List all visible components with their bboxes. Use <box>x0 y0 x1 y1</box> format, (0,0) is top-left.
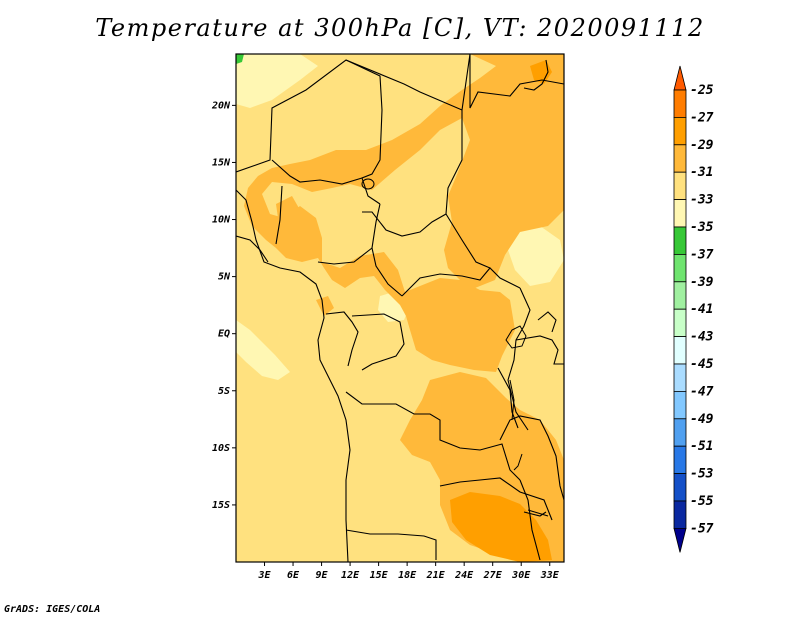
colorbar-swatch <box>673 226 687 255</box>
colorbar-swatch <box>673 117 687 146</box>
x-tick-label: 6E <box>287 570 300 581</box>
colorbar-swatch <box>673 308 687 338</box>
y-tick-label: 10N <box>212 215 231 226</box>
x-tick-label: 33E <box>540 570 560 581</box>
map-title: Temperature at 300hPa [C], VT: 202009111… <box>95 14 705 42</box>
y-tick-label: 5S <box>218 386 230 397</box>
y-tick-label: 15N <box>212 157 231 168</box>
colorbar-label: -33 <box>690 193 714 208</box>
x-tick-label: 30E <box>511 570 531 581</box>
colorbar-swatch <box>673 199 687 228</box>
colorbar-swatch <box>673 253 687 283</box>
colorbar-top-triangle <box>673 65 687 91</box>
x-tick-label: 3E <box>257 570 271 581</box>
colorbar-swatch <box>673 363 687 392</box>
colorbar-swatch <box>673 336 687 365</box>
colorbar-label: -49 <box>690 412 714 427</box>
x-tick-label: 21E <box>426 570 446 581</box>
x-tick-label: 24E <box>454 570 474 581</box>
colorbar-swatch <box>673 473 687 502</box>
y-tick-label: 20N <box>211 100 231 111</box>
colorbar-label: -37 <box>690 247 714 262</box>
colorbar-swatch <box>673 500 687 529</box>
x-tick-label: 12E <box>341 570 360 581</box>
colorbar-label: -47 <box>690 384 714 399</box>
colorbar-label: -57 <box>690 521 714 536</box>
x-tick-label: 9E <box>316 570 329 581</box>
y-tick-label: 15S <box>212 500 230 511</box>
colorbar-label: -39 <box>690 275 714 290</box>
lakes <box>361 178 549 517</box>
colorbar-label: -51 <box>690 439 713 454</box>
colorbar-label: -27 <box>690 110 714 125</box>
colorbar-label: -35 <box>690 220 714 235</box>
colorbar-label: -25 <box>690 83 714 98</box>
map-panel <box>236 54 564 562</box>
colorbar-label: -45 <box>690 357 714 372</box>
colorbar-label: -53 <box>690 467 714 482</box>
x-axis-ticks: 3E 6E 9E 12E 15E 18E 21E 24E 27E 30E 33E <box>257 562 560 581</box>
colorbar-label: -29 <box>690 138 714 153</box>
y-tick-label: 10S <box>212 443 230 454</box>
y-tick-label: EQ <box>218 329 230 340</box>
colorbar-swatch <box>673 144 687 173</box>
footer-credit: GrADS: IGES/COLA <box>4 604 101 615</box>
contour-band-37-35 <box>236 54 244 64</box>
colorbar-swatch <box>673 281 687 310</box>
colorbar-label: -41 <box>690 302 713 317</box>
colorbar-label: -55 <box>690 494 714 509</box>
colorbar: -25 -27 -29 -31 -33 -35 -37 -39 -41 -43 -45 -47 -49 -… <box>673 65 714 553</box>
x-tick-label: 15E <box>370 570 389 581</box>
y-axis-ticks: 20N 15N 10N 5N EQ 5S 10S 15S <box>211 100 236 511</box>
colorbar-swatch <box>673 89 687 118</box>
political-boundaries <box>236 54 564 562</box>
colorbar-swatch <box>673 171 687 200</box>
colorbar-swatch <box>673 418 687 447</box>
x-tick-label: 27E <box>483 570 503 581</box>
colorbar-label: -31 <box>690 165 713 180</box>
colorbar-bottom-triangle <box>673 528 687 553</box>
colorbar-label: -43 <box>690 330 714 345</box>
y-tick-label: 5N <box>218 272 231 283</box>
x-tick-label: 18E <box>398 570 417 581</box>
colorbar-swatch <box>673 445 687 475</box>
map-frame <box>235 53 565 563</box>
colorbar-swatch <box>673 390 687 420</box>
